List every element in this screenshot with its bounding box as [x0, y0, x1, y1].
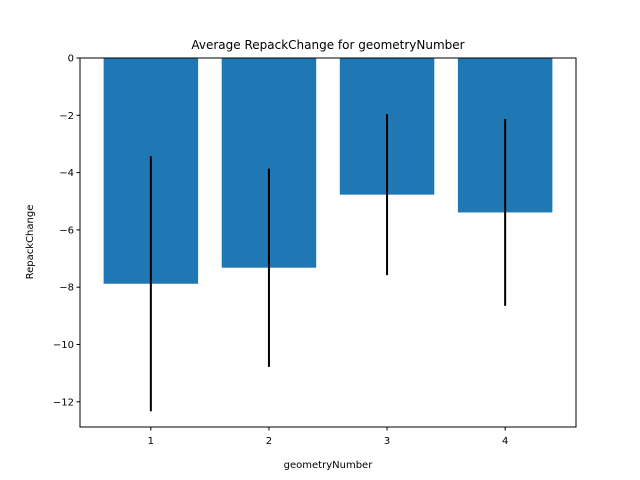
x-axis-label: geometryNumber — [284, 460, 374, 471]
x-tick-label: 3 — [384, 436, 390, 447]
y-tick-label: −10 — [53, 340, 74, 351]
x-tick-label: 1 — [148, 436, 154, 447]
chart-title: Average RepackChange for geometryNumber — [191, 38, 464, 52]
axes-frame — [79, 57, 577, 428]
y-tick-label: −8 — [59, 283, 74, 294]
y-tick-label: −12 — [53, 397, 74, 408]
y-axis-label: RepackChange — [25, 205, 36, 280]
y-tick-label: −4 — [59, 168, 74, 179]
plot-area: 0 −2 −4 −6 −8 −10 −12 1 2 3 4 — [53, 54, 577, 447]
y-tick-label: 0 — [68, 54, 74, 65]
y-tick-label: −6 — [59, 225, 74, 236]
y-tick-label: −2 — [59, 111, 74, 122]
x-tick-label: 2 — [266, 436, 272, 447]
x-tick-label: 4 — [502, 436, 508, 447]
